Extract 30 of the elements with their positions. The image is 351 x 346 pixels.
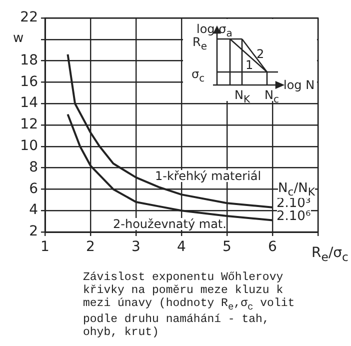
annotation: log N bbox=[284, 78, 315, 92]
x-tick-label: 4 bbox=[177, 239, 186, 256]
annotation: 2.10⁶ bbox=[276, 209, 311, 224]
annotation: N$_{c}$/N$_{K}$ bbox=[278, 181, 315, 199]
annotation: 1 bbox=[246, 58, 254, 72]
y-tick-label: 10 bbox=[20, 138, 38, 154]
series-label: 1-křehký materiál bbox=[155, 169, 262, 183]
x-axis-title: R$_{e}$/σ$_{c}$ bbox=[312, 245, 348, 264]
annotation: N$_{c}$ bbox=[264, 88, 279, 106]
x-tick-label: 2 bbox=[86, 239, 95, 256]
y-tick-label: 2 bbox=[29, 224, 38, 240]
y-tick-label: 4 bbox=[29, 202, 38, 218]
y-tick-label: 6 bbox=[29, 180, 38, 197]
y-tick-label: 12 bbox=[20, 116, 38, 133]
annotation: N$_{K}$ bbox=[234, 88, 250, 106]
y-tick-label: 14 bbox=[20, 95, 38, 112]
y-axis-title: w bbox=[13, 31, 24, 46]
annotation: 2 bbox=[256, 47, 264, 61]
x-tick-label: 1 bbox=[40, 239, 50, 256]
annotation: σ$_{c}$ bbox=[192, 67, 205, 84]
series-label: 2-houževnatý mat. bbox=[113, 217, 226, 231]
x-tick-label: 5 bbox=[222, 239, 232, 256]
x-tick-label: 3 bbox=[132, 239, 140, 256]
x-tick-label: 6 bbox=[268, 239, 278, 256]
annotation: R$_{e}$ bbox=[192, 35, 207, 52]
y-tick-label: 16 bbox=[20, 74, 38, 90]
y-tick-label: 18 bbox=[20, 52, 38, 68]
y-tick-label: 8 bbox=[29, 159, 38, 176]
text: Závislost exponentu Wőhlerovy křivky na poměru meze kluzu k mezi únavy (hodnoty R$_{e}$,σ$_{c}$ volit podle druhu namáhání - tah, ohyb, krut) bbox=[83, 271, 295, 340]
y-tick-label: 22 bbox=[20, 10, 38, 26]
